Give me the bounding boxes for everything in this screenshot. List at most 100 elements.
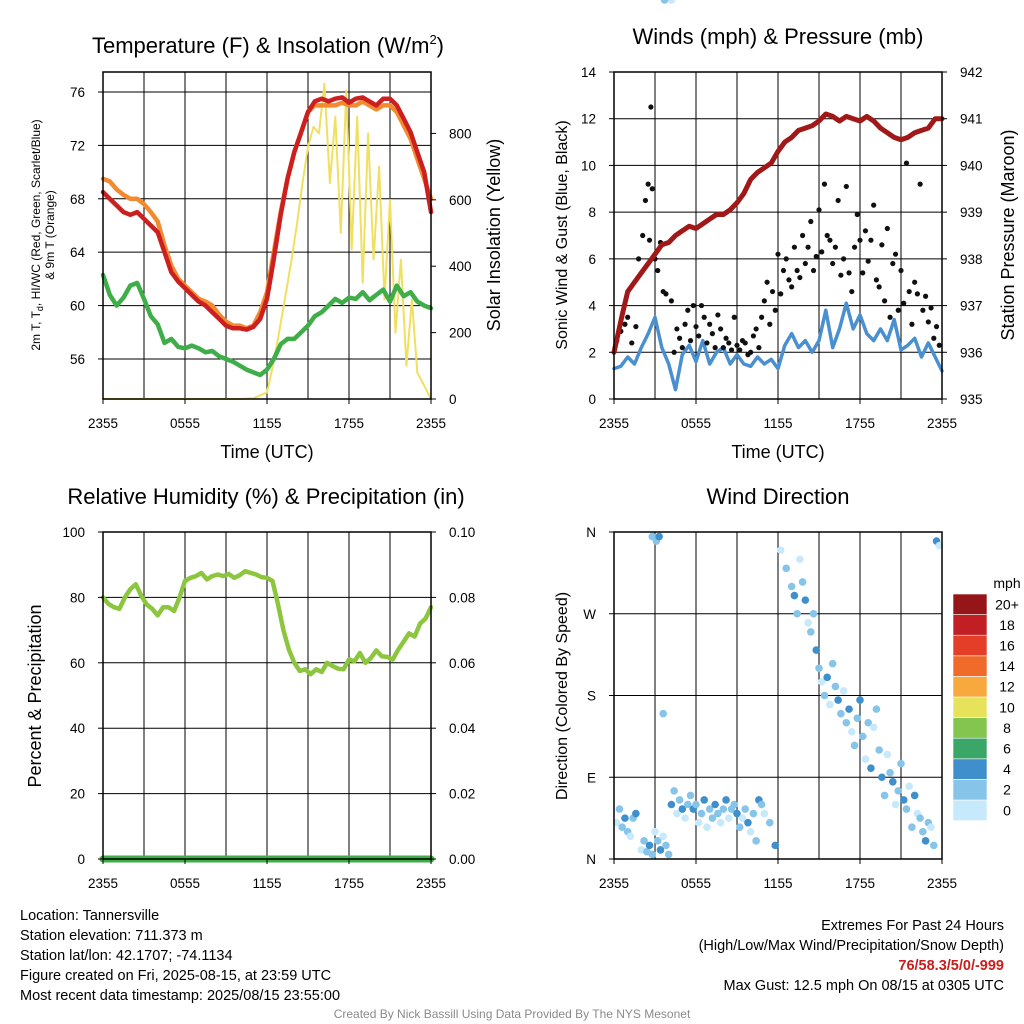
gust-point xyxy=(636,256,642,262)
humidity-chart-ylabel: Percent & Precipitation xyxy=(25,604,45,787)
direction-point xyxy=(930,841,938,850)
gust-point xyxy=(914,291,921,297)
gust-point xyxy=(715,312,721,318)
gust-point xyxy=(704,340,710,346)
direction-point xyxy=(612,818,621,827)
gust-point xyxy=(805,244,811,250)
gust-point xyxy=(786,277,792,283)
direction-point xyxy=(673,809,681,818)
gust-point xyxy=(832,244,839,250)
gust-point xyxy=(685,307,691,313)
gust-point xyxy=(642,197,649,204)
direction-point xyxy=(837,709,845,718)
colorbar-swatch xyxy=(952,696,988,718)
direction-point xyxy=(681,814,689,822)
gust-point xyxy=(903,160,910,166)
direction-point xyxy=(804,619,812,627)
gust-point xyxy=(693,323,699,330)
gust-point xyxy=(841,256,847,262)
gust-point xyxy=(808,218,814,225)
gust-point xyxy=(791,244,798,250)
gust-point xyxy=(865,258,871,264)
direction-point xyxy=(615,805,624,813)
gust-point xyxy=(778,291,784,297)
y2-tick-label: 0.08 xyxy=(449,590,475,605)
direction-point xyxy=(651,827,659,836)
temperature-chart-ticks: 2355 0555 1155 1755 2355 56 60 64 68 72 76 0 200 400 6… xyxy=(70,85,472,431)
y-tick-label: 2 xyxy=(588,345,596,360)
gust-point xyxy=(931,335,937,341)
gust-point xyxy=(645,181,651,187)
extremes-values: 76/58.3/5/0/-999 xyxy=(898,958,1004,974)
direction-point xyxy=(812,646,821,654)
direction-point xyxy=(872,705,881,713)
x-tick-label: 0555 xyxy=(170,416,200,431)
gust-point xyxy=(887,314,893,320)
colorbar-swatch xyxy=(952,676,988,698)
x-tick-label: 2355 xyxy=(599,416,629,431)
x-tick-label: 2355 xyxy=(599,876,629,891)
colorbar-label: 6 xyxy=(1003,741,1011,757)
direction-point xyxy=(787,582,796,591)
winds-chart-ylabel-right: Station Pressure (Maroon) xyxy=(998,129,1018,340)
gust-point xyxy=(909,321,915,327)
direction-point xyxy=(705,805,714,813)
direction-point xyxy=(842,718,851,727)
direction-point xyxy=(757,800,766,809)
colorbar-label: 10 xyxy=(999,699,1015,715)
gust-point xyxy=(742,340,748,346)
humidity-chart-ticks: 2355 0555 1155 1755 23550204060801000.000.02… xyxy=(62,525,475,891)
y-tick-label: 72 xyxy=(70,138,85,153)
gust-point xyxy=(892,251,899,257)
colorbar-label: 2 xyxy=(1003,782,1011,798)
y-tick-label: 80 xyxy=(70,590,85,605)
colorbar-swatch xyxy=(952,614,988,636)
gust-point xyxy=(718,326,724,332)
direction-point xyxy=(714,809,722,818)
direction-point xyxy=(660,0,669,4)
gust-point xyxy=(906,288,912,295)
gust-point xyxy=(789,284,795,290)
y-tick-label: 12 xyxy=(581,112,596,127)
direction-point xyxy=(793,609,801,618)
y2-tick-label: 200 xyxy=(449,326,472,341)
colorbar-swatch xyxy=(952,737,988,760)
direction-point xyxy=(828,659,837,668)
direction-point xyxy=(875,746,883,754)
y-tick-label: S xyxy=(587,689,596,704)
y-tick-label: N xyxy=(586,852,596,867)
gust-point xyxy=(821,181,828,187)
gust-point xyxy=(862,228,869,234)
direction-point xyxy=(703,823,711,832)
direction-point xyxy=(749,809,758,818)
x-tick-label: 1755 xyxy=(334,416,364,431)
gust-point xyxy=(633,323,639,330)
temperature-chart-xlabel: Time (UTC) xyxy=(220,442,313,462)
y-tick-label: 0 xyxy=(77,852,85,867)
gust-point xyxy=(846,270,852,276)
y-tick-label: 60 xyxy=(70,299,85,314)
direction-point xyxy=(908,823,916,832)
direction-point xyxy=(807,628,815,636)
gust-point xyxy=(936,342,942,348)
gust-point xyxy=(901,300,907,306)
x-tick-label: 2355 xyxy=(927,876,957,891)
direction-point xyxy=(897,759,905,768)
direction-point xyxy=(801,596,810,604)
direction-point xyxy=(621,814,629,822)
gust-point xyxy=(690,302,696,309)
gust-point xyxy=(682,321,688,327)
gust-point xyxy=(813,253,819,260)
direction-point xyxy=(746,827,755,836)
station-info: Location: Tannersville Station elevation… xyxy=(20,906,340,1006)
winds-chart-series xyxy=(611,104,945,392)
gust-point xyxy=(726,340,732,346)
direction-point xyxy=(820,691,829,700)
gust-point xyxy=(860,270,866,276)
gust-point xyxy=(764,279,770,285)
direction-point xyxy=(648,850,657,859)
gust-point xyxy=(873,277,880,283)
gust-point xyxy=(838,272,844,278)
gust-point xyxy=(767,321,773,327)
x-tick-label: 1155 xyxy=(763,416,792,431)
